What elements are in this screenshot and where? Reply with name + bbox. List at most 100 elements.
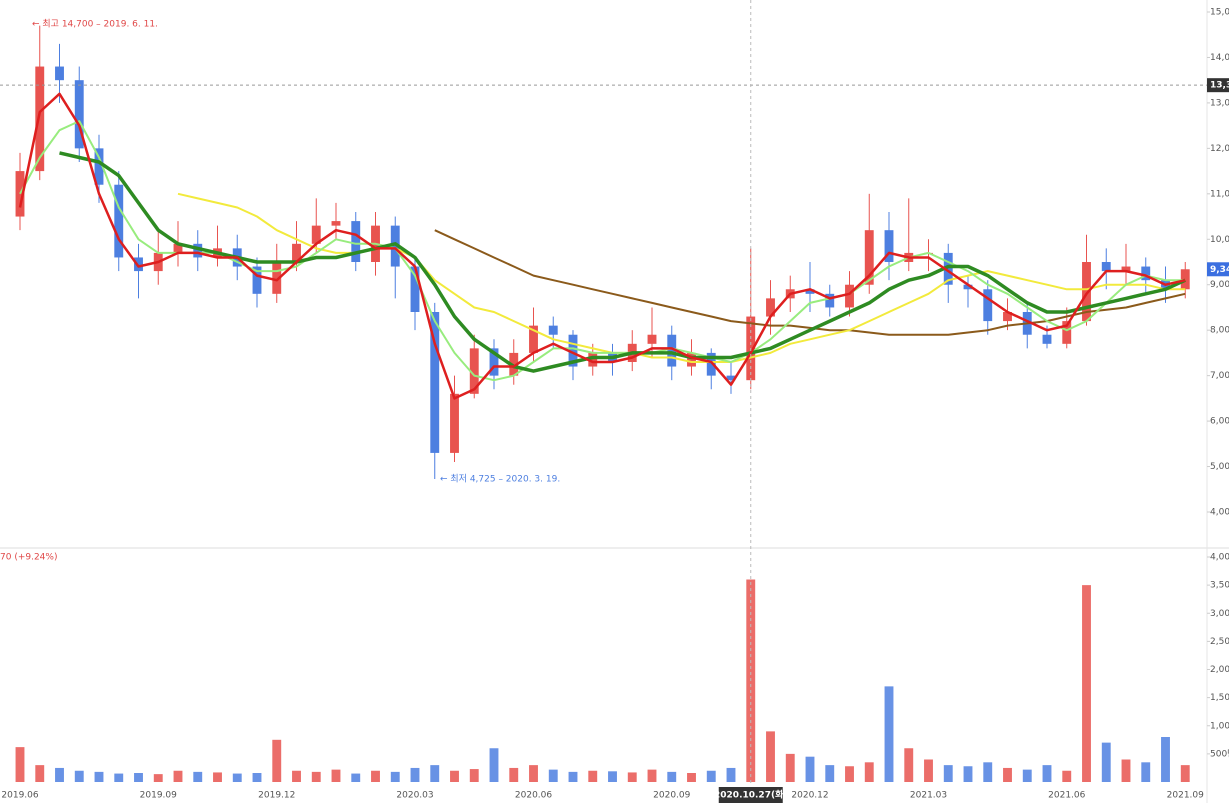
- candle-body: [252, 266, 262, 294]
- candle-body: [568, 334, 578, 367]
- candle-body: [489, 348, 499, 376]
- candle-body: [55, 66, 64, 81]
- high-annotation: ← 최고 14,700 – 2019. 6. 11.: [32, 19, 158, 30]
- volume-bar: [884, 686, 894, 782]
- candle-body: [825, 293, 835, 308]
- x-tick-label: 2019.09: [140, 791, 177, 801]
- y-tick-label: 6,000: [1210, 417, 1229, 427]
- candle-body: [1082, 262, 1091, 322]
- volume-bar: [1121, 759, 1131, 782]
- moving-average: [59, 151, 1187, 373]
- candle-body: [114, 184, 124, 258]
- candle-body: [943, 252, 953, 285]
- candle-body: [726, 375, 736, 381]
- crosshair-date-box: [718, 787, 783, 803]
- candle-body: [292, 243, 301, 262]
- x-tick-label: 2020.12: [791, 791, 828, 801]
- volume-bar: [706, 770, 716, 782]
- y2-tick-label: 2,000: [1210, 665, 1229, 675]
- candle-body: [529, 325, 538, 353]
- volume-bar: [1161, 737, 1170, 782]
- volume-bar: [845, 766, 854, 782]
- volume-bar: [35, 765, 45, 782]
- volume-bar: [825, 765, 835, 782]
- x-tick-label: 2021.06: [1048, 791, 1085, 801]
- volume-bar: [924, 759, 933, 782]
- candle-body: [94, 148, 104, 185]
- volume-bar: [450, 770, 459, 782]
- volume-bar: [213, 772, 222, 782]
- volume-bar: [983, 762, 993, 782]
- volume-bar: [292, 770, 301, 782]
- volume-bar: [1101, 742, 1111, 782]
- candle-body: [74, 80, 84, 149]
- crosshair-price-label: 13,390: [1210, 81, 1229, 91]
- candle-body: [331, 221, 341, 226]
- volume-bar: [627, 772, 637, 782]
- volume-bar: [430, 765, 440, 782]
- volume-bar: [647, 769, 657, 782]
- candle-body: [469, 348, 479, 394]
- candle-body: [884, 230, 894, 262]
- candle-body: [963, 284, 973, 290]
- volume-bar: [529, 765, 538, 782]
- volume-bar: [667, 771, 677, 782]
- volume-bar: [943, 765, 953, 782]
- crosshair-date-label: 2020.10.27(화): [714, 789, 787, 801]
- volume-bar: [232, 773, 242, 782]
- candle-body: [272, 262, 282, 294]
- y2-tick-label: 3,000: [1210, 609, 1229, 619]
- y2-tick-label: 2,500: [1210, 637, 1229, 647]
- y2-tick-label: 500만: [1210, 748, 1229, 759]
- candle-body: [311, 225, 321, 244]
- volume-bar: [390, 771, 400, 782]
- candle-body: [1042, 334, 1052, 344]
- volume-bar: [1062, 770, 1072, 782]
- y-tick-label: 8,000: [1210, 326, 1229, 336]
- candle-body: [548, 325, 558, 335]
- moving-average: [434, 229, 1186, 336]
- volume-bar: [252, 773, 262, 782]
- y2-tick-label: 3,500: [1210, 581, 1229, 591]
- volume-bar: [1141, 762, 1151, 782]
- candle-body: [509, 352, 519, 376]
- volume-bar: [351, 773, 361, 782]
- volume-bar: [410, 767, 420, 782]
- volume-bar: [687, 773, 696, 782]
- volume-bar: [864, 762, 874, 782]
- volume-bar: [74, 770, 84, 782]
- volume-bar: [272, 739, 282, 782]
- candle-body: [173, 243, 183, 253]
- candle-body: [1141, 266, 1151, 281]
- y-tick-label: 14,000: [1210, 53, 1229, 63]
- volume-bar: [1003, 767, 1012, 782]
- candle-body: [766, 298, 775, 317]
- volume-bar: [904, 748, 914, 782]
- volume-bar: [1042, 765, 1052, 782]
- candle-body: [588, 352, 598, 367]
- volume-bar: [588, 770, 598, 782]
- volume-bar: [785, 753, 795, 782]
- candle-body: [706, 352, 716, 376]
- candle-body: [1121, 266, 1131, 272]
- y-tick-label: 15,000: [1210, 8, 1229, 18]
- y-tick-label: 10,000: [1210, 235, 1229, 245]
- volume-bar: [489, 748, 499, 782]
- volume-bar: [134, 773, 143, 782]
- y-tick-label: 11,000: [1210, 189, 1229, 199]
- candle-body: [410, 266, 420, 312]
- x-tick-label: 2020.06: [515, 791, 552, 801]
- volume-bar: [193, 771, 203, 782]
- candle-body: [845, 284, 854, 308]
- candle-body: [667, 334, 677, 367]
- y-tick-label: 4,000: [1210, 508, 1229, 518]
- candle-body: [351, 221, 361, 262]
- change-label: 70 (+9.24%): [0, 553, 57, 563]
- x-tick-label: 2020.09: [653, 791, 690, 801]
- volume-bar: [509, 767, 519, 782]
- y-tick-label: 12,000: [1210, 144, 1229, 154]
- volume-bar: [94, 771, 104, 782]
- y2-tick-label: 4,000: [1210, 553, 1229, 563]
- moving-average: [177, 192, 1186, 363]
